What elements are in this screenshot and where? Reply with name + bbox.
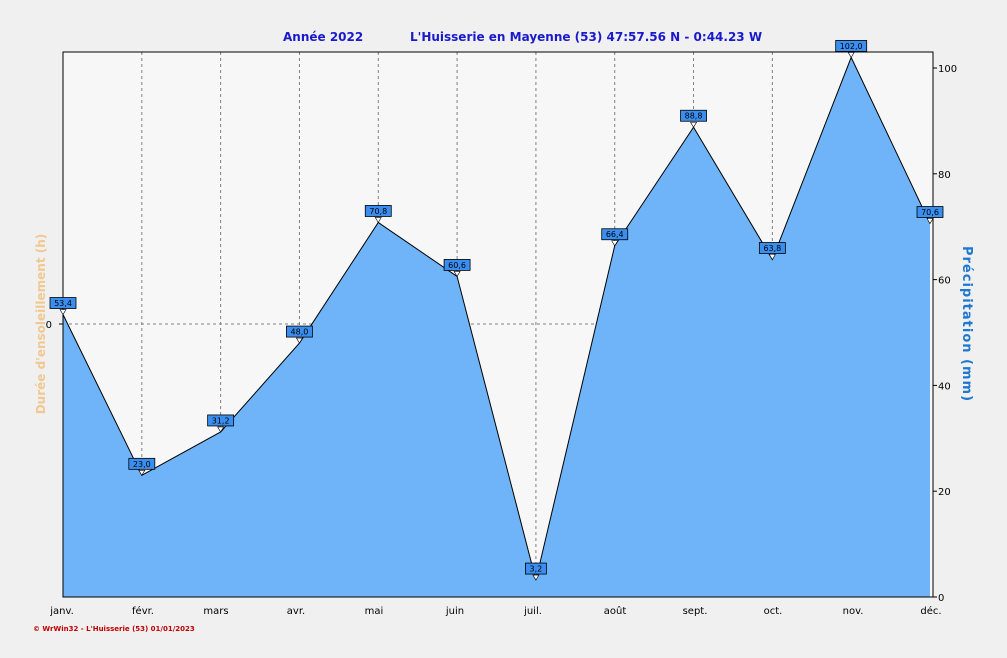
data-label: 63,8 (758, 242, 786, 261)
x-tick-label: mai (365, 606, 384, 617)
left-tick-label: 0 (46, 320, 52, 331)
data-label-text: 48,0 (291, 328, 309, 337)
data-label-text: 102,0 (840, 42, 863, 51)
data-label-text: 63,8 (763, 244, 781, 253)
data-label: 102,0 (835, 40, 868, 59)
data-label: 70,6 (916, 206, 944, 225)
precipitation-line (62, 56, 931, 581)
right-tick-label: 40 (938, 381, 951, 392)
data-label-text: 70,8 (369, 207, 387, 216)
data-label: 66,4 (601, 228, 629, 247)
data-label: 88,8 (680, 109, 707, 128)
x-tick-label: juil. (523, 606, 542, 617)
data-label: 3,2 (525, 562, 547, 581)
x-tick-label: janv. (49, 606, 74, 617)
right-tick-label: 60 (938, 276, 951, 287)
right-tick-label: 80 (938, 170, 951, 181)
x-tick-label: sept. (683, 606, 708, 617)
data-label: 48,0 (286, 325, 313, 344)
right-axis-ticks: 0 20 40 60 80 100 (933, 64, 957, 604)
data-label-text: 66,4 (606, 230, 624, 239)
x-tick-label: mars (203, 606, 228, 617)
data-label: 23,0 (128, 457, 156, 476)
right-axis-label: Précipitation (mm) (959, 246, 974, 402)
data-label-text: 23,0 (133, 460, 151, 469)
x-tick-label: août (604, 605, 627, 617)
right-tick-label: 100 (938, 64, 957, 75)
x-tick-label: févr. (132, 605, 154, 617)
right-tick-label: 0 (938, 593, 944, 604)
data-label: 31,2 (207, 414, 235, 433)
data-labels: 53,4 23,0 31,2 48,0 70,8 60,6 3,2 66,4 88,8 63,8 1… (49, 40, 944, 581)
data-label-text: 31,2 (212, 416, 230, 425)
data-label: 53,4 (49, 297, 77, 316)
footer-credit: © WrWin32 - L'Huisserie (53) 01/01/2023 (33, 625, 195, 633)
left-axis-ticks: 0 (46, 320, 63, 331)
data-label-text: 88,8 (685, 112, 703, 121)
x-tick-label: oct. (764, 606, 783, 617)
x-tick-label: nov. (843, 606, 864, 617)
left-axis-label: Durée d'ensoleillement (h) (34, 234, 48, 415)
right-tick-label: 20 (938, 487, 951, 498)
data-label-text: 60,6 (448, 261, 466, 270)
x-tick-label: avr. (287, 606, 305, 617)
data-label-text: 3,2 (530, 565, 543, 574)
chart-title-station: L'Huisserie en Mayenne (53) 47:57.56 N -… (410, 30, 762, 44)
x-tick-label: déc. (920, 605, 941, 617)
x-axis-ticks: janv. févr. mars avr. mai juin juil. août sept. o… (49, 605, 941, 617)
data-label: 60,6 (443, 259, 471, 278)
data-label: 70,8 (364, 205, 392, 224)
data-label-text: 53,4 (54, 299, 72, 308)
x-tick-label: juin (445, 606, 464, 617)
data-label-text: 70,6 (921, 208, 939, 217)
chart-title-year: Année 2022 (283, 30, 363, 44)
precipitation-area (63, 57, 930, 598)
